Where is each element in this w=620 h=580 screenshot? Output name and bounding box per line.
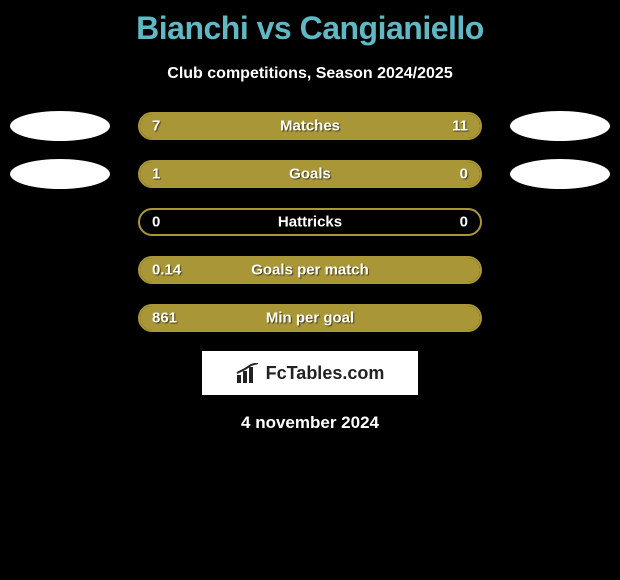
stat-label: Goals per match <box>251 262 369 279</box>
date-text: 4 november 2024 <box>0 413 620 433</box>
stat-value-left: 0.14 <box>152 262 181 279</box>
stat-label: Matches <box>280 118 340 135</box>
logo-text: FcTables.com <box>266 363 385 384</box>
player-oval-right <box>510 159 610 189</box>
stat-rows: 7Matches111Goals00Hattricks00.14Goals pe… <box>0 111 620 333</box>
stat-row: 7 Matches 11 <box>0 111 620 141</box>
stat-bar: 7 Matches 11 <box>138 112 482 140</box>
stat-value-left: 7 <box>152 118 160 135</box>
title-vs: vs <box>257 10 292 46</box>
subtitle: Club competitions, Season 2024/2025 <box>0 65 620 83</box>
stat-value-right: 0 <box>460 214 468 231</box>
stat-label: Min per goal <box>266 310 354 327</box>
stat-value-left: 861 <box>152 310 177 327</box>
stat-row: 0.14 Goals per match <box>0 255 620 285</box>
stat-row: 861 Min per goal <box>0 303 620 333</box>
player-oval-right <box>510 111 610 141</box>
stat-label: Hattricks <box>278 214 342 231</box>
stat-bar: 0 Hattricks 0 <box>138 208 482 236</box>
stat-row: 1 Goals 0 <box>0 159 620 189</box>
title-player-right: Cangianiello <box>300 10 484 46</box>
stat-value-right: 11 <box>452 118 468 135</box>
stat-bar: 0.14 Goals per match <box>138 256 482 284</box>
stat-label: Goals <box>289 166 331 183</box>
stat-value-left: 1 <box>152 166 160 183</box>
chart-icon <box>236 363 260 383</box>
bar-fill-left <box>140 162 405 186</box>
fctables-logo[interactable]: FcTables.com <box>202 351 418 395</box>
title-player-left: Bianchi <box>136 10 248 46</box>
player-oval-left <box>10 111 110 141</box>
stat-value-right: 0 <box>460 166 468 183</box>
stat-row: 0 Hattricks 0 <box>0 207 620 237</box>
bar-fill-right <box>405 162 480 186</box>
stat-bar: 1 Goals 0 <box>138 160 482 188</box>
stat-bar: 861 Min per goal <box>138 304 482 332</box>
stat-value-left: 0 <box>152 214 160 231</box>
page-title: Bianchi vs Cangianiello <box>0 0 620 47</box>
player-oval-left <box>10 159 110 189</box>
